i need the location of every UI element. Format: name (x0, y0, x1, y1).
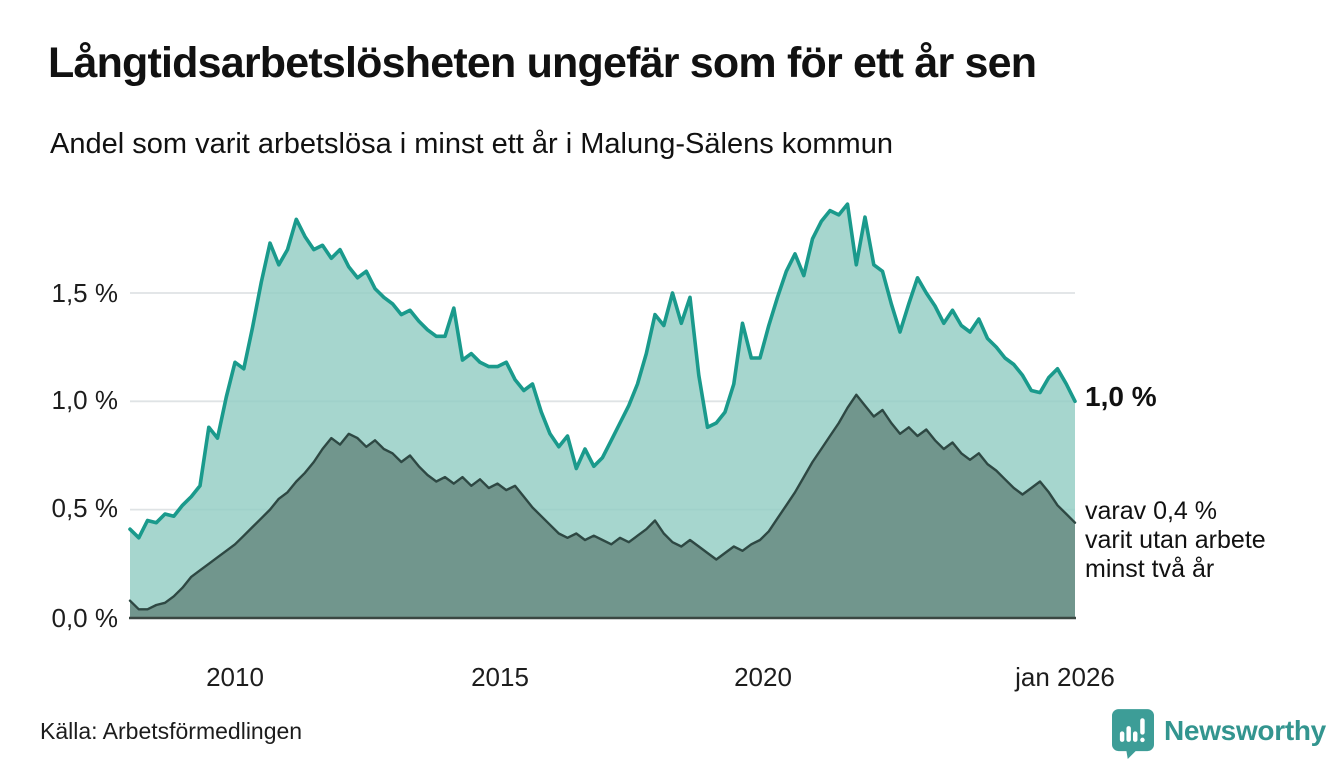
x-axis-tick: jan 2026 (1015, 662, 1115, 692)
newsworthy-logo: Newsworthy (1112, 708, 1326, 760)
source-note: Källa: Arbetsförmedlingen (40, 718, 303, 744)
y-axis-tick: 1,5 % (51, 278, 119, 308)
latest-value-label: 1,0 % (1085, 381, 1157, 412)
two-year-note-line: minst två år (1085, 555, 1215, 583)
newsworthy-logo-icon (1112, 709, 1154, 759)
x-axis-tick: 2020 (734, 662, 792, 692)
series-two-year-line (128, 393, 1077, 611)
x-axis-tick: 2010 (206, 662, 264, 692)
two-year-note-line: varav 0,4 % (1085, 497, 1218, 525)
series-two-year-area (130, 394, 1075, 618)
two-year-note-line: varit utan arbete (1085, 526, 1266, 554)
page-title: Långtidsarbetslösheten ungefär som för e… (48, 39, 1037, 87)
y-axis-tick: 1,0 % (51, 385, 119, 415)
y-axis-tick: 0,0 % (51, 603, 119, 633)
chart-subtitle: Andel som varit arbetslösa i minst ett å… (50, 128, 893, 160)
series-one-year-line (128, 202, 1077, 540)
newsworthy-wordmark: Newsworthy (1164, 715, 1326, 746)
x-axis-tick: 2015 (471, 662, 529, 692)
two-year-note: varav 0,4 % varit utan arbete minst två … (1085, 497, 1266, 584)
y-axis-tick: 0,5 % (51, 493, 119, 523)
